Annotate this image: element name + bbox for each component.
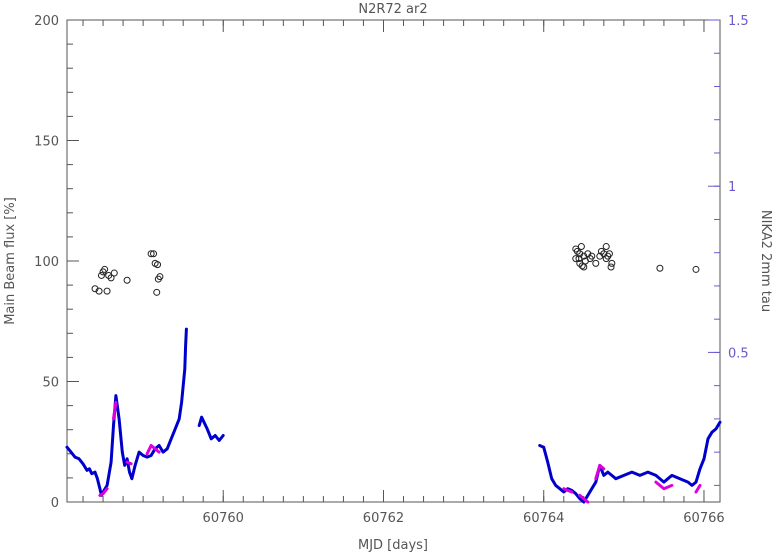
flux-point bbox=[107, 274, 115, 282]
y-tick-label: 150 bbox=[34, 135, 59, 150]
flux-point bbox=[592, 259, 600, 267]
y-tick-label: 0 bbox=[51, 496, 59, 511]
tau-line bbox=[65, 327, 188, 497]
axis-ticks: 60760 60762 60764 60766 0 50 100 150 200 0.5 1 1.5 bbox=[34, 14, 749, 526]
tau-line bbox=[145, 444, 161, 456]
tau-line bbox=[112, 400, 118, 421]
flux-point bbox=[692, 265, 700, 273]
tau-line bbox=[125, 460, 133, 466]
flux-point bbox=[578, 262, 586, 270]
flux-point bbox=[573, 247, 581, 255]
flux-point bbox=[154, 261, 162, 269]
x-tick-label: 60764 bbox=[523, 511, 564, 526]
flux-point bbox=[572, 255, 580, 263]
tau-line bbox=[197, 415, 225, 442]
y2-tick-label: 1 bbox=[728, 180, 736, 195]
flux-point bbox=[95, 287, 103, 295]
y2-tick-label: 0.5 bbox=[728, 346, 749, 361]
right-axis-label: NIKA2 2mm tau bbox=[758, 210, 773, 312]
flux-point bbox=[97, 271, 105, 279]
flux-point bbox=[588, 252, 596, 260]
x-tick-label: 60762 bbox=[363, 511, 404, 526]
tau-line bbox=[562, 487, 574, 494]
flux-point bbox=[150, 250, 158, 258]
flux-point bbox=[605, 250, 613, 258]
flux-point bbox=[608, 259, 616, 267]
flux-point bbox=[580, 263, 588, 271]
flux-point bbox=[577, 243, 585, 251]
y2-tick-label: 1.5 bbox=[728, 14, 749, 29]
flux-point bbox=[607, 263, 615, 271]
data-series bbox=[65, 243, 722, 504]
y-tick-label: 200 bbox=[34, 14, 59, 29]
tau-line bbox=[694, 483, 702, 494]
y-tick-label: 100 bbox=[34, 255, 59, 270]
flux-point bbox=[156, 273, 164, 281]
flux-point bbox=[105, 271, 113, 279]
chart-title: N2R72 ar2 bbox=[358, 2, 427, 17]
y-tick-label: 50 bbox=[42, 376, 59, 391]
flux-point bbox=[101, 265, 109, 273]
flux-point bbox=[576, 259, 584, 267]
flux-point bbox=[103, 287, 111, 295]
x-tick-label: 60766 bbox=[683, 511, 724, 526]
flux-point bbox=[602, 255, 610, 263]
tau-line bbox=[538, 420, 722, 504]
flux-point bbox=[110, 269, 118, 277]
tau-line bbox=[594, 463, 606, 481]
tau-line bbox=[654, 480, 674, 491]
flux-point bbox=[597, 247, 605, 255]
flux-point bbox=[123, 276, 131, 284]
x-axis-label: MJD [days] bbox=[358, 538, 428, 553]
tau-line bbox=[578, 493, 590, 504]
y-axis-label: Main Beam flux [%] bbox=[3, 197, 18, 325]
tau-line bbox=[98, 487, 109, 497]
flux-point bbox=[602, 243, 610, 251]
x-tick-label: 60760 bbox=[203, 511, 244, 526]
plot-frame bbox=[66, 19, 721, 503]
flux-point bbox=[153, 288, 161, 296]
flux-point bbox=[147, 250, 155, 258]
flux-point bbox=[656, 264, 664, 272]
